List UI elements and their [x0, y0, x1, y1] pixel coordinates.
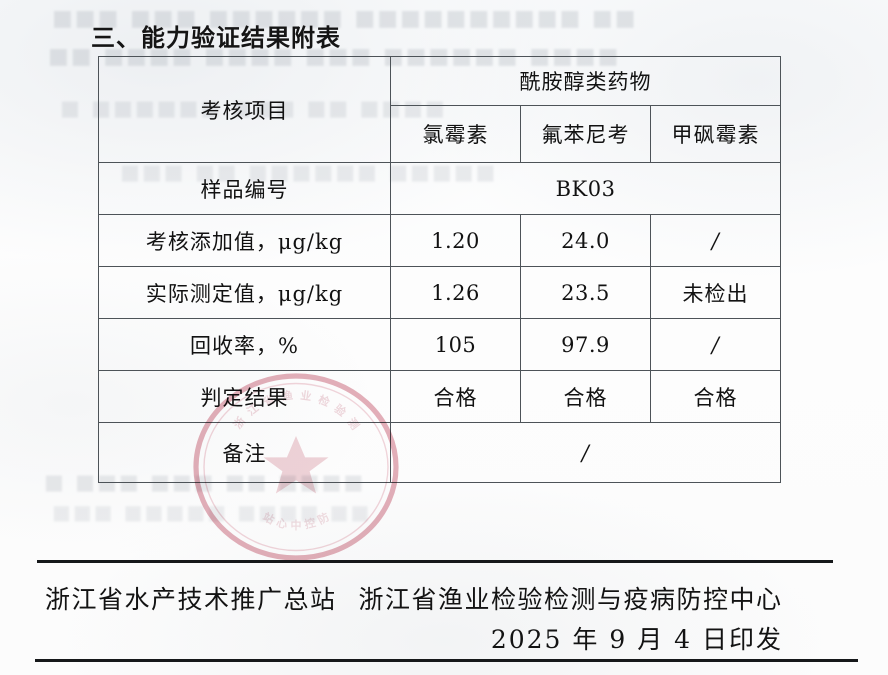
footer-rule-top	[37, 560, 833, 564]
row-label-measured-value: 实际测定值，μg/kg	[98, 266, 391, 319]
header-cell-analyte-3: 甲砜霉素	[649, 105, 782, 163]
table-header-group-row: 考核项目 酰胺醇类药物	[98, 56, 782, 163]
table-row-verdict: 判定结果 合格 合格 合格	[98, 370, 782, 423]
row-label-recovery-rate: 回收率，%	[98, 318, 391, 371]
cell-recovery-rate-analyte-1: 105	[390, 318, 521, 371]
cell-spiked-value-analyte-1: 1.20	[390, 214, 521, 267]
row-value-sample-id: BK03	[389, 162, 782, 215]
proficiency-results-table: 考核项目 酰胺醇类药物 氯霉素 氟苯尼考 甲砜霉素 样品编号 BK03 考核添加…	[98, 56, 782, 483]
cell-verdict-analyte-3: 合格	[649, 370, 782, 423]
cell-measured-value-analyte-3: 未检出	[649, 266, 782, 319]
bleed-through-text-line-1: ■■■ ■■■ ■■■■■■ ■■■■■■■■■■ ■■	[52, 6, 638, 31]
cell-verdict-analyte-1: 合格	[390, 370, 521, 423]
row-value-remarks: /	[389, 422, 782, 483]
footer-org-right: 浙江省渔业检验检测与疫病防控中心	[358, 585, 783, 614]
footer-rule-bottom	[35, 659, 858, 663]
table-row-remarks: 备注 /	[98, 422, 782, 483]
bleed-through-text-line-6: ■■■ ■■■■■ ■■■■ ■■	[52, 500, 372, 524]
cell-recovery-rate-analyte-3: /	[649, 318, 782, 371]
header-cell-drug-group: 酰胺醇类药物	[389, 56, 782, 106]
table-row-sample-id: 样品编号 BK03	[98, 162, 782, 215]
cell-spiked-value-analyte-2: 24.0	[520, 214, 651, 267]
table-row-recovery-rate: 回收率，% 105 97.9 /	[98, 318, 782, 371]
cell-spiked-value-analyte-3: /	[649, 214, 782, 267]
cell-measured-value-analyte-1: 1.26	[390, 266, 521, 319]
cell-recovery-rate-analyte-2: 97.9	[520, 318, 651, 371]
row-label-remarks: 备注	[98, 422, 391, 483]
cell-verdict-analyte-2: 合格	[520, 370, 651, 423]
footer-organizations: 浙江省水产技术推广总站 浙江省渔业检验检测与疫病防控中心	[45, 580, 845, 616]
footer-org-left: 浙江省水产技术推广总站	[45, 585, 337, 614]
cell-measured-value-analyte-2: 23.5	[520, 266, 651, 319]
row-label-sample-id: 样品编号	[98, 162, 391, 215]
table-header-analyte-row: 氯霉素 氟苯尼考 甲砜霉素	[99, 105, 782, 163]
section-heading: 三、能力验证结果附表	[91, 24, 341, 52]
table-row-spiked-value: 考核添加值，μg/kg 1.20 24.0 /	[98, 214, 782, 267]
row-label-spiked-value: 考核添加值，μg/kg	[98, 214, 391, 267]
header-cell-item-column: 考核项目	[98, 56, 391, 163]
header-cell-analyte-2: 氟苯尼考	[520, 105, 651, 163]
footer-issue-date: 2025 年 9 月 4 日印发	[490, 625, 783, 654]
header-cell-analyte-1: 氯霉素	[390, 105, 521, 163]
table-row-measured-value: 实际测定值，μg/kg 1.26 23.5 未检出	[98, 266, 782, 319]
row-label-verdict: 判定结果	[98, 370, 391, 423]
